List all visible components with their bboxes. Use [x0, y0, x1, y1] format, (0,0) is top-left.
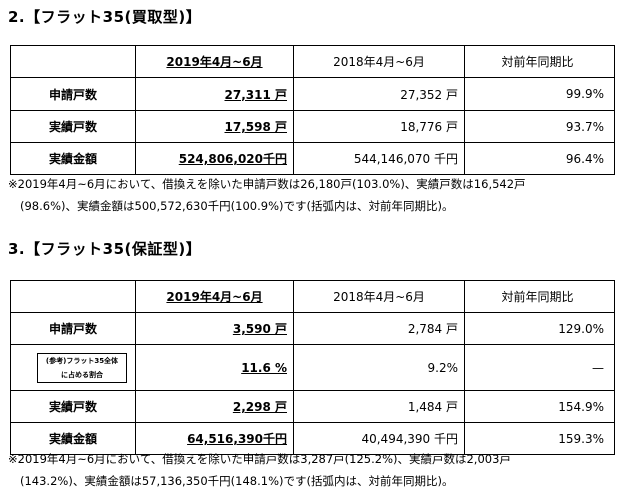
footnote-kaitori: ※2019年4月~6月において、借換えを除いた申請戸数は26,180戸(103.… — [8, 173, 620, 217]
header-previous-period: 2018年4月~6月 — [293, 280, 465, 313]
current-value-cell: 27,311 戸 — [135, 77, 294, 111]
previous-value: 27,352 戸 — [293, 77, 465, 111]
row-label: 実績金額 — [10, 142, 136, 175]
previous-value: 544,146,070 千円 — [293, 142, 465, 175]
header-yoy-ratio: 対前年同期比 — [464, 45, 615, 78]
row-label: 実績戸数 — [10, 390, 136, 423]
current-value-cell: 17,598 戸 — [135, 110, 294, 143]
current-value: 2,298 戸 — [232, 400, 287, 414]
yoy-ratio-value: 154.9% — [464, 390, 615, 423]
header-yoy-ratio: 対前年同期比 — [464, 280, 615, 313]
current-value: 3,590 戸 — [232, 322, 287, 336]
hosho-table: 2019年4月~6月 2018年4月~6月 対前年同期比 申請戸数 3,590 … — [10, 280, 615, 455]
footnote-line: ※2019年4月~6月において、借換えを除いた申請戸数は3,287戸(125.2… — [8, 452, 511, 466]
table-header-row: 2019年4月~6月 2018年4月~6月 対前年同期比 — [10, 45, 615, 78]
yoy-ratio-value: 93.7% — [464, 110, 615, 143]
header-blank-cell — [10, 280, 136, 313]
table-header-row: 2019年4月~6月 2018年4月~6月 対前年同期比 — [10, 280, 615, 313]
table-row: 申請戸数 3,590 戸 2,784 戸 129.0% — [10, 312, 615, 345]
table-row: 実績金額 524,806,020千円 544,146,070 千円 96.4% — [10, 142, 615, 175]
header-previous-period: 2018年4月~6月 — [293, 45, 465, 78]
previous-value: 2,784 戸 — [293, 312, 465, 345]
current-value: 17,598 戸 — [224, 120, 288, 134]
current-value: 64,516,390千円 — [187, 432, 287, 446]
footnote-line: (143.2%)、実績金額は57,136,350千円(148.1%)です(括弧内… — [20, 474, 454, 488]
current-value-cell: 2,298 戸 — [135, 390, 294, 423]
row-label: 申請戸数 — [10, 312, 136, 345]
table-row: 実績戸数 2,298 戸 1,484 戸 154.9% — [10, 390, 615, 423]
footnote-line: ※2019年4月~6月において、借換えを除いた申請戸数は26,180戸(103.… — [8, 177, 526, 191]
previous-value: 1,484 戸 — [293, 390, 465, 423]
table-row-reference: (参考)フラット35全体 に占める割合 11.6 % 9.2% — — [10, 344, 615, 391]
row-label: 実績金額 — [10, 422, 136, 455]
reference-label-cell: (参考)フラット35全体 に占める割合 — [10, 344, 136, 391]
header-current-period: 2019年4月~6月 — [135, 45, 294, 78]
reference-label-line: に占める割合 — [61, 370, 103, 379]
current-value-cell: 3,590 戸 — [135, 312, 294, 345]
yoy-ratio-value: — — [464, 344, 615, 391]
row-label: 申請戸数 — [10, 77, 136, 111]
footnote-line: (98.6%)、実績金額は500,572,630千円(100.9%)です(括弧内… — [20, 199, 454, 213]
yoy-ratio-value: 159.3% — [464, 422, 615, 455]
yoy-ratio-value: 99.9% — [464, 77, 615, 111]
table-row: 実績金額 64,516,390千円 40,494,390 千円 159.3% — [10, 422, 615, 455]
kaitori-table: 2019年4月~6月 2018年4月~6月 対前年同期比 申請戸数 27,311… — [10, 45, 615, 175]
current-value: 11.6 % — [241, 360, 287, 375]
section-heading-kaitori: 2.【フラット35(買取型)】 — [8, 8, 202, 26]
footnote-hosho: ※2019年4月~6月において、借換えを除いた申請戸数は3,287戸(125.2… — [8, 448, 620, 492]
yoy-ratio-value: 129.0% — [464, 312, 615, 345]
table-row: 申請戸数 27,311 戸 27,352 戸 99.9% — [10, 77, 615, 111]
header-current-period: 2019年4月~6月 — [135, 280, 294, 313]
previous-value: 18,776 戸 — [293, 110, 465, 143]
reference-label-line: (参考)フラット35全体 — [45, 356, 119, 365]
current-value: 27,311 戸 — [224, 87, 288, 102]
table-row: 実績戸数 17,598 戸 18,776 戸 93.7% — [10, 110, 615, 143]
current-value: 524,806,020千円 — [178, 152, 287, 166]
current-value-cell: 11.6 % — [135, 344, 294, 391]
section-heading-hosho: 3.【フラット35(保証型)】 — [8, 240, 202, 258]
current-value-cell: 524,806,020千円 — [135, 142, 294, 175]
previous-value: 9.2% — [293, 344, 465, 391]
header-blank-cell — [10, 45, 136, 78]
yoy-ratio-value: 96.4% — [464, 142, 615, 175]
reference-label-box: (参考)フラット35全体 に占める割合 — [37, 352, 127, 383]
row-label: 実績戸数 — [10, 110, 136, 143]
current-value-cell: 64,516,390千円 — [135, 422, 294, 455]
